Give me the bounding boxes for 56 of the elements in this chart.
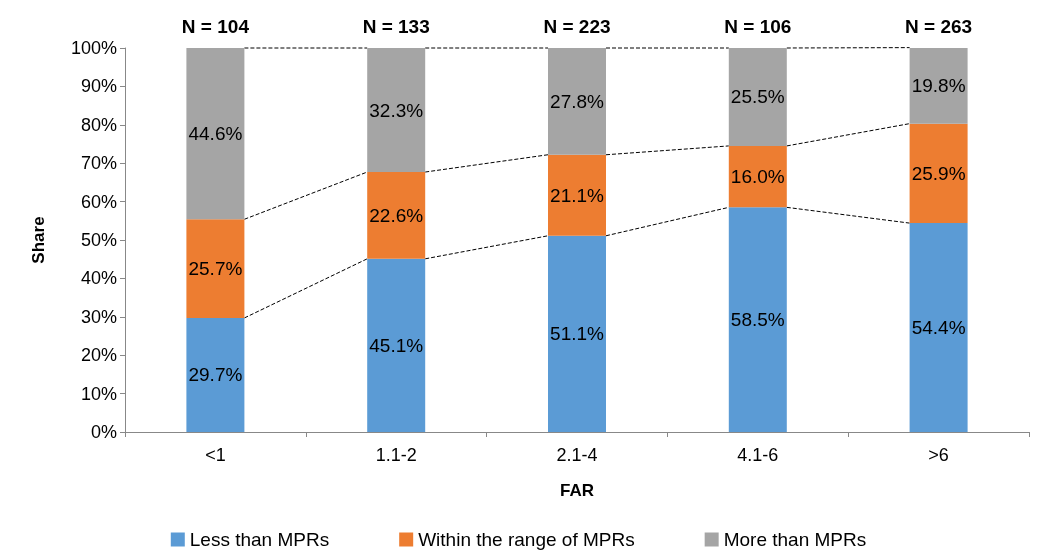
- data-label: 54.4%: [911, 317, 966, 339]
- data-label: 25.9%: [911, 162, 966, 184]
- x-tick-label: 2.1-4: [556, 445, 598, 465]
- data-label: 25.7%: [188, 258, 243, 280]
- text: N = 133: [362, 16, 430, 37]
- bar: [728, 145, 787, 208]
- y-tick-label: 40%: [80, 268, 117, 289]
- bar: [548, 235, 606, 432]
- x-tick-label: <1: [205, 445, 226, 465]
- data-label: 21.1%: [550, 184, 605, 206]
- y-tick-label: 50%: [80, 230, 117, 250]
- x-tick-label: 4.1-6: [737, 445, 779, 465]
- bar: [186, 317, 245, 432]
- legend-label: Within the range of MPRs: [418, 529, 635, 550]
- y-tick-label: 100%: [70, 38, 117, 58]
- bar: [548, 154, 606, 236]
- y-tick-label: 20%: [80, 345, 117, 366]
- y-tick-label: 80%: [80, 114, 117, 135]
- bar: [186, 219, 245, 318]
- y-tick-label: 90%: [80, 76, 117, 97]
- x-tick-label: 1.1-2: [375, 445, 417, 465]
- bar: [909, 48, 968, 124]
- text: N = 263: [905, 16, 973, 37]
- y-tick-label: 70%: [80, 153, 117, 174]
- data-label: 22.6%: [369, 204, 424, 226]
- y-tick-label: 0%: [90, 422, 117, 442]
- data-label: 45.1%: [369, 334, 424, 356]
- bar: [909, 123, 968, 224]
- bar: [367, 48, 426, 173]
- text: N = 104: [181, 16, 250, 37]
- text: N = 223: [543, 16, 611, 37]
- bar: [367, 172, 426, 259]
- data-label: 16.0%: [730, 166, 785, 188]
- bar: [728, 48, 787, 146]
- bar: [909, 223, 968, 432]
- y-tick-label: 10%: [80, 383, 117, 404]
- legend-label: More than MPRs: [723, 529, 867, 550]
- data-label: 32.3%: [369, 99, 424, 121]
- data-label: 19.8%: [911, 75, 966, 97]
- data-label: 25.5%: [730, 86, 785, 108]
- legend-label: Less than MPRs: [189, 529, 330, 550]
- bar: [548, 48, 606, 155]
- data-label: 44.6%: [188, 123, 243, 145]
- y-tick-label: 60%: [80, 191, 117, 212]
- y-axis-title: Share: [29, 216, 48, 264]
- data-label: 27.8%: [550, 90, 605, 112]
- data-label: 51.1%: [550, 323, 605, 345]
- x-axis-title: FAR: [560, 481, 594, 500]
- data-label: 29.7%: [188, 364, 243, 386]
- bar: [728, 207, 787, 432]
- bar: [367, 258, 426, 432]
- data-label: 58.5%: [730, 309, 785, 331]
- y-tick-label: 30%: [80, 306, 117, 327]
- bar: [186, 48, 245, 220]
- x-tick-label: >6: [928, 445, 949, 465]
- text: N = 106: [724, 16, 792, 37]
